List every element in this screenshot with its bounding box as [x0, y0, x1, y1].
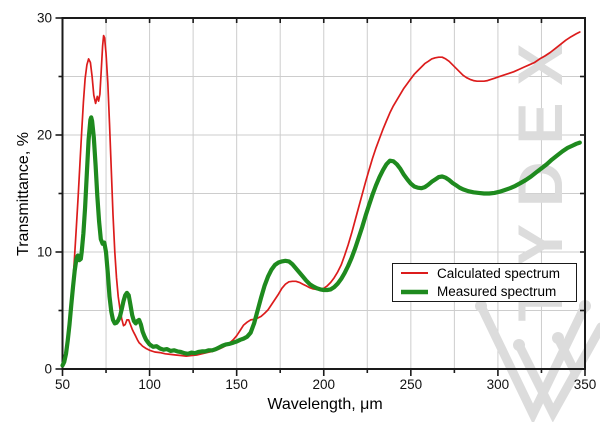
w-logo-dot	[552, 332, 564, 344]
measured-line-sample-icon	[401, 289, 428, 294]
w-logo-stub	[553, 333, 580, 377]
plot-frame	[61, 17, 586, 370]
x-tick-label: 150	[225, 377, 248, 392]
y-tick-label: 0	[44, 361, 52, 377]
x-tick-label: 200	[312, 377, 336, 392]
x-tick-label: 250	[399, 377, 423, 392]
x-tick-label: 100	[138, 377, 161, 392]
x-axis-title: Wavelength, μm	[0, 396, 600, 414]
y-axis-title: Transmittance, %	[15, 132, 32, 256]
legend: Calculated spectrum Measured spectrum	[392, 263, 577, 302]
y-tick-label: 20	[36, 127, 52, 143]
x-tick-label: 350	[573, 377, 597, 392]
calculated-line-sample-icon	[401, 272, 428, 275]
y-tick-label: 30	[36, 10, 52, 26]
y-tick-label: 10	[36, 244, 52, 260]
legend-label-calculated: Calculated spectrum	[437, 265, 561, 281]
legend-item-measured: Measured spectrum	[393, 283, 576, 301]
curve-calculated	[61, 31, 581, 368]
w-logo-dot	[475, 300, 487, 312]
x-tick-label: 300	[486, 377, 510, 392]
w-logo-outer-v	[476, 301, 590, 422]
legend-item-calculated: Calculated spectrum	[393, 264, 576, 282]
legend-label-measured: Measured spectrum	[437, 284, 557, 300]
w-logo-dot	[513, 339, 525, 351]
curve-measured	[60, 115, 582, 368]
x-tick-label: 50	[54, 377, 71, 392]
x-axis-title-text: Wavelength, μm	[267, 396, 383, 413]
